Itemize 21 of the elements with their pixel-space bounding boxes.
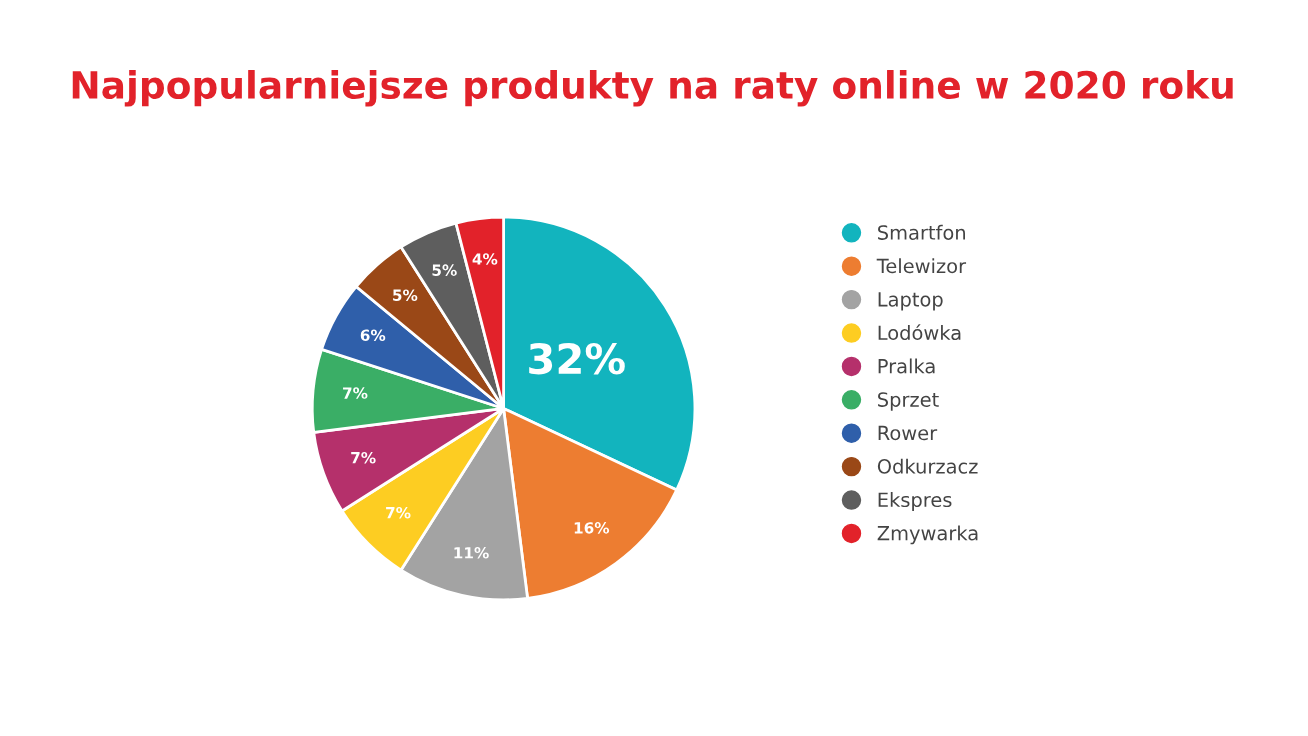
data-label: 6% [360,329,386,342]
legend-label: Sprzet [878,392,939,411]
data-label: 7% [351,451,376,464]
data-label: 5% [432,264,457,276]
legend-label: Rower [878,425,938,441]
data-label: 7% [343,387,368,399]
data-label: 7% [386,506,411,519]
data-label: 11% [454,547,489,559]
legend-label: Smartfon [878,224,965,240]
chart-title: Najpopularniejsze produkty na raty online w 2020 roku [72,70,1233,107]
legend-label: Zmywarka [877,525,978,545]
legend-label: Ekspres [878,492,952,511]
legend-label: Telewizor [876,258,967,274]
legend-label: Laptop [878,292,943,311]
data-label: 5% [393,289,418,301]
legend-label: Lodówka [878,324,961,341]
data-label: 16% [574,522,610,534]
data-label: 4% [472,253,498,265]
legend-label: Odkurzacz [877,458,978,474]
legend-label: Pralka [878,358,935,374]
data-label: 32% [529,342,625,375]
